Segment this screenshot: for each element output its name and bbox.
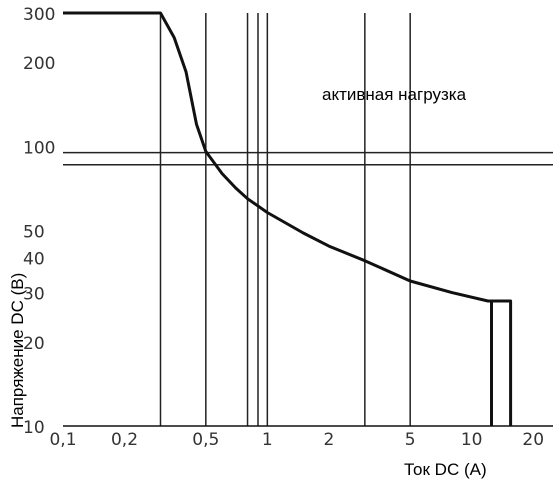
y-tick-label: 50	[23, 223, 45, 243]
x-tick-label: 2	[323, 430, 334, 450]
y-tick-label: 40	[23, 250, 45, 270]
x-tick-label: 5	[405, 430, 416, 450]
x-tick-label: 1	[262, 430, 273, 450]
y-axis-label: Напряжение DC (В)	[8, 273, 27, 428]
series-line-1	[63, 11, 513, 426]
y-tick-label: 10	[23, 418, 45, 438]
y-tick-label: 200	[23, 54, 55, 74]
x-tick-label: 0,1	[49, 430, 76, 450]
grid-lines	[63, 13, 553, 426]
y-tick-label: 20	[23, 334, 45, 354]
x-tick-label: 10	[461, 430, 483, 450]
tick-labels: 0,1 0,2 0,5 1 2 5 10 20 10 20 30 40 50 100 200 300	[23, 5, 544, 450]
x-tick-label: 0,5	[192, 430, 219, 450]
y-tick-label: 30	[23, 285, 45, 305]
annotation-label: активная нагрузка	[322, 85, 467, 104]
y-tick-label: 100	[23, 138, 55, 158]
series-lines	[63, 11, 513, 426]
x-axis-label: Ток DC (A)	[404, 460, 487, 479]
y-tick-label: 300	[23, 5, 55, 25]
x-tick-label: 20	[522, 430, 544, 450]
x-tick-label: 0,2	[111, 430, 138, 450]
